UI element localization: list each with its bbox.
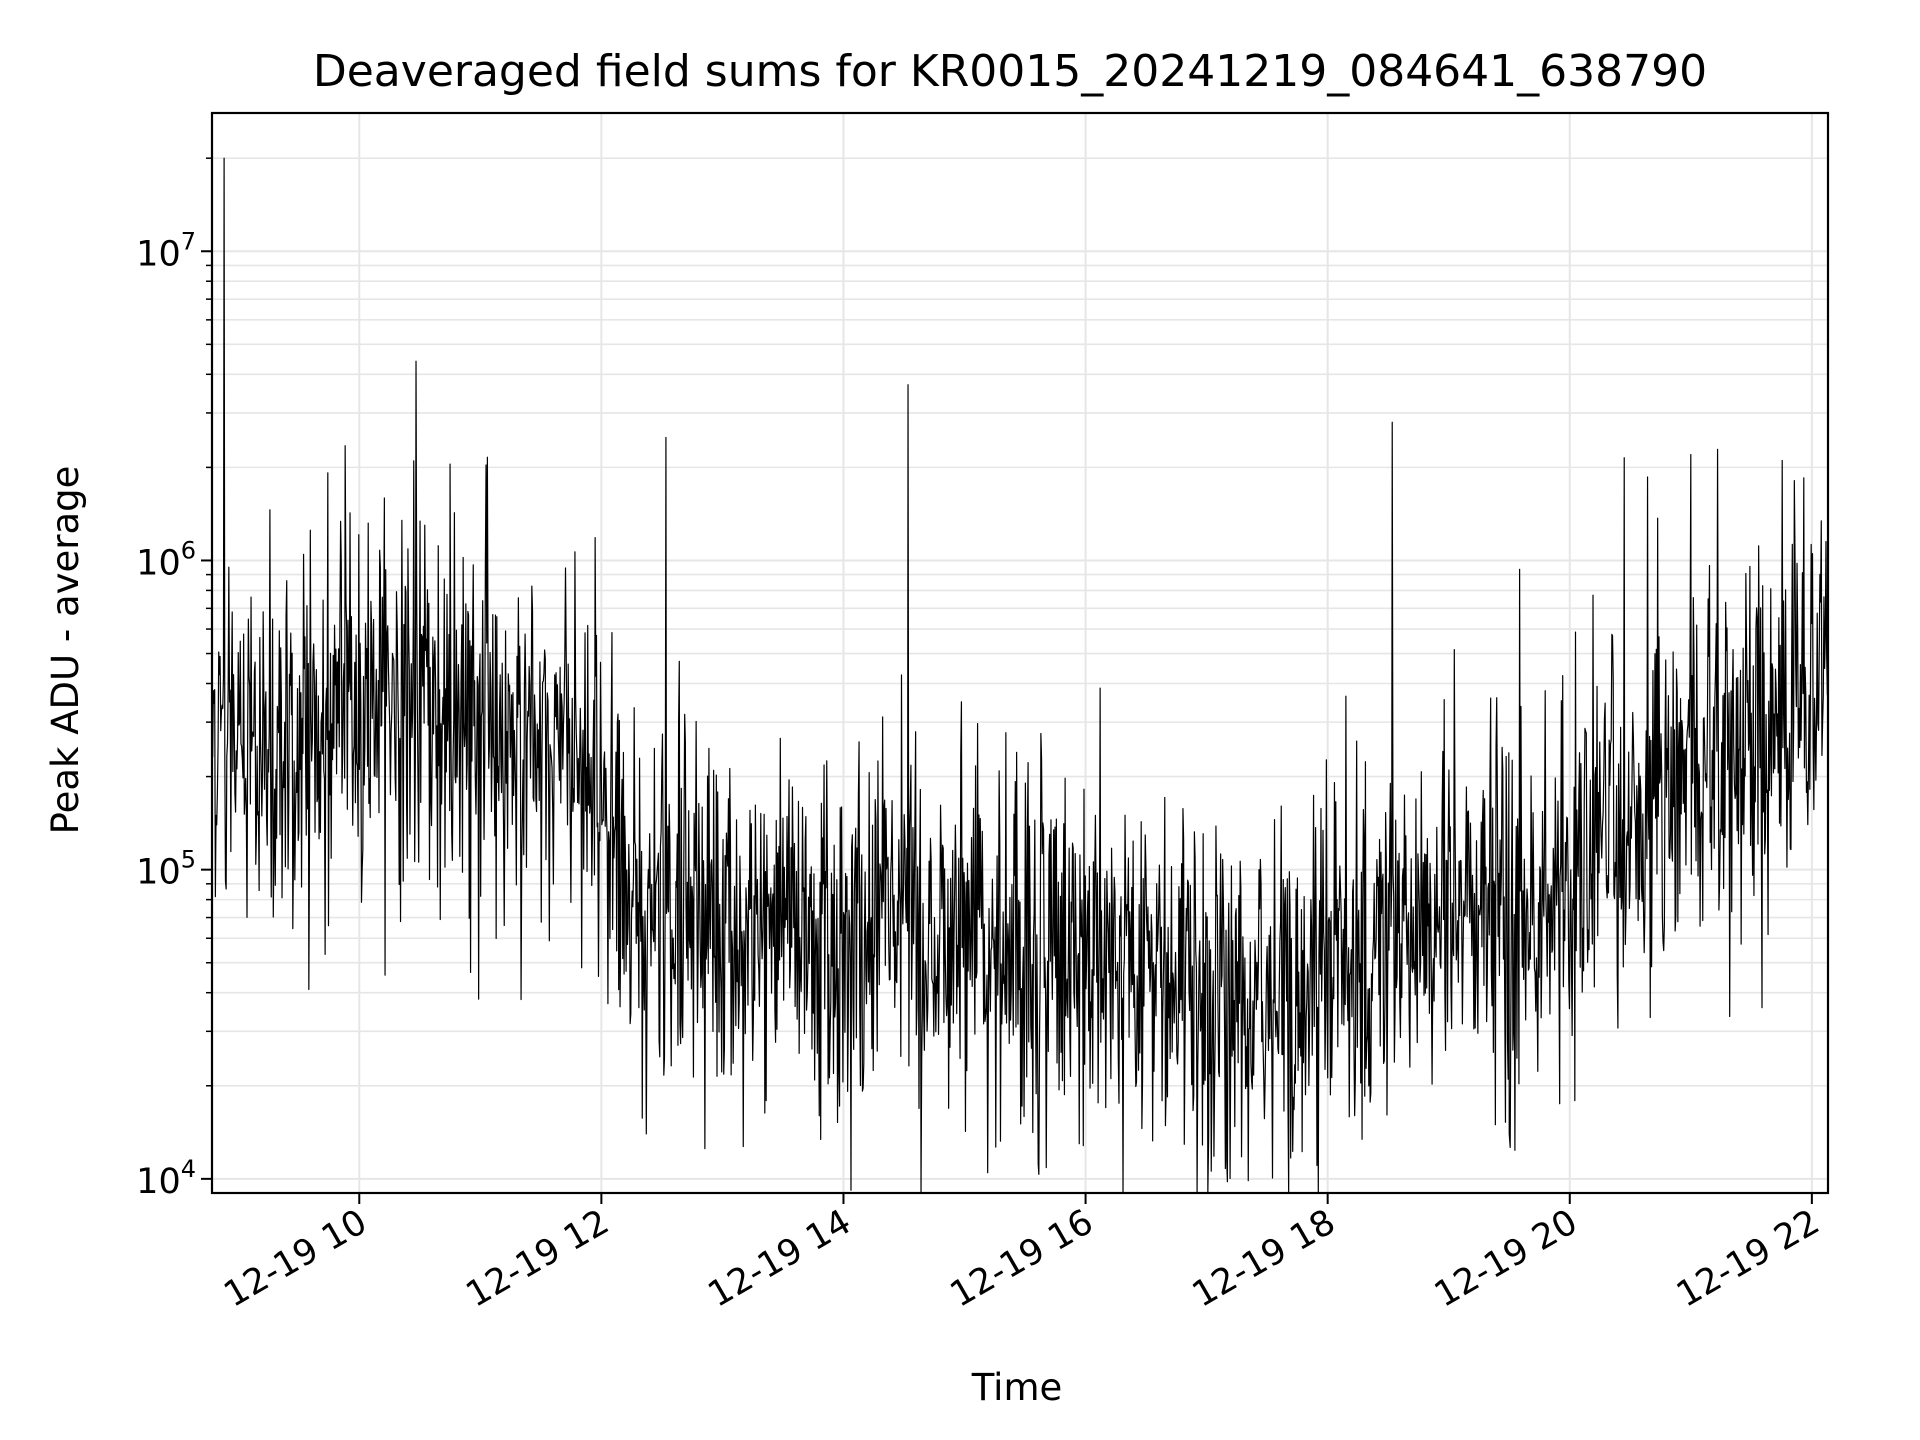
y-tick-label: 105	[136, 846, 196, 893]
y-axis-ticks: 104 105 106 107	[136, 157, 212, 1202]
chart-title: Deaveraged field sums for KR0015_2024121…	[313, 46, 1707, 97]
y-tick-label: 106	[136, 536, 196, 583]
y-tick-label: 107	[136, 227, 196, 274]
x-axis-label: Time	[971, 1366, 1063, 1409]
data-series	[211, 157, 1829, 1193]
y-axis-label: Peak ADU - average	[44, 466, 87, 835]
series-line	[211, 157, 1829, 1193]
y-tick-label: 104	[136, 1155, 196, 1202]
